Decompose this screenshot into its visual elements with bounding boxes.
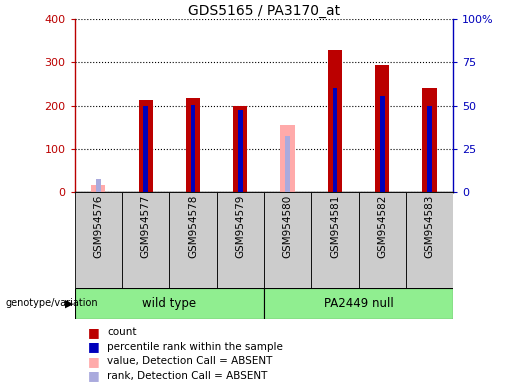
Bar (75, 192, 122, 288)
Text: ■: ■ (88, 326, 99, 339)
Text: percentile rank within the sample: percentile rank within the sample (107, 342, 283, 352)
Text: ■: ■ (88, 369, 99, 382)
Bar (143, 106, 148, 192)
Text: GSM954580: GSM954580 (283, 195, 293, 258)
Bar (375, 65, 389, 192)
Bar (281, 125, 295, 192)
Bar (139, 100, 153, 192)
Bar (96, 179, 101, 192)
Text: GSM954581: GSM954581 (330, 195, 340, 258)
Bar (169, 192, 217, 288)
Bar (311, 192, 358, 288)
Bar (264, 288, 453, 319)
Bar (91, 185, 106, 192)
Text: GSM954582: GSM954582 (377, 195, 387, 258)
Text: genotype/variation: genotype/variation (5, 298, 98, 308)
Text: ■: ■ (88, 355, 99, 368)
Text: GSM954576: GSM954576 (93, 195, 104, 258)
Text: PA2449 null: PA2449 null (324, 297, 393, 310)
Text: rank, Detection Call = ABSENT: rank, Detection Call = ABSENT (107, 371, 267, 381)
Bar (422, 88, 437, 192)
Text: ■: ■ (88, 340, 99, 353)
Bar (427, 106, 432, 192)
Bar (122, 192, 169, 288)
Bar (358, 192, 406, 288)
Text: GSM954583: GSM954583 (424, 195, 435, 258)
Title: GDS5165 / PA3170_at: GDS5165 / PA3170_at (188, 4, 340, 18)
Bar (264, 192, 311, 288)
Bar (238, 110, 243, 192)
Bar (217, 192, 264, 288)
Bar (191, 105, 195, 192)
Text: GSM954578: GSM954578 (188, 195, 198, 258)
Text: GSM954579: GSM954579 (235, 195, 245, 258)
Bar (285, 136, 290, 192)
Bar (380, 96, 385, 192)
Text: count: count (107, 327, 136, 337)
Text: value, Detection Call = ABSENT: value, Detection Call = ABSENT (107, 356, 272, 366)
Bar (186, 98, 200, 192)
Text: GSM954577: GSM954577 (141, 195, 151, 258)
Bar (75, 288, 264, 319)
Bar (328, 50, 342, 192)
Text: wild type: wild type (142, 297, 196, 310)
Bar (233, 106, 247, 192)
Bar (333, 88, 337, 192)
Bar (406, 192, 453, 288)
Text: ▶: ▶ (65, 298, 74, 308)
